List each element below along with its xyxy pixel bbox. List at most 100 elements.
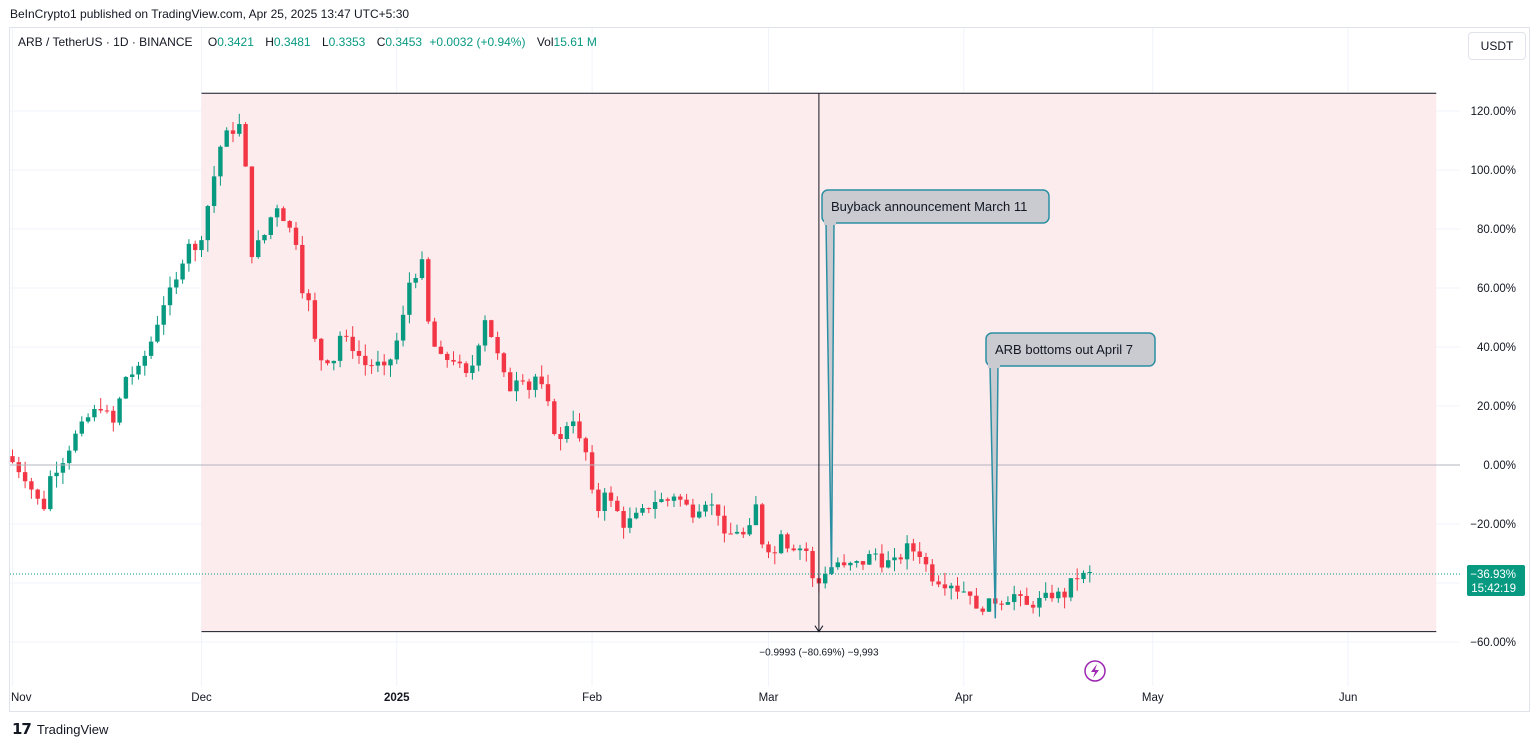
- candle-body: [388, 359, 393, 366]
- x-axis[interactable]: Nov Dec 2025 Feb Mar Apr May Jun: [11, 692, 1357, 704]
- candle-body: [608, 492, 614, 501]
- candle-body: [1030, 604, 1036, 608]
- candle-body: [886, 560, 891, 568]
- y-tick-label: −60.00%: [1470, 637, 1516, 649]
- candle-body: [16, 462, 21, 473]
- candle-body: [432, 321, 437, 347]
- last-price-badge: −36.93% 15:42:19: [1467, 564, 1525, 596]
- candle-body: [470, 365, 475, 373]
- candle-body: [671, 496, 677, 501]
- currency-button[interactable]: USDT: [1468, 32, 1526, 60]
- candle-body: [1075, 578, 1080, 580]
- candle-body: [904, 543, 910, 560]
- candle-body: [577, 421, 582, 439]
- candle-body: [955, 585, 960, 592]
- candle-body: [823, 573, 828, 584]
- candle-body: [539, 376, 544, 385]
- tradingview-logo[interactable]: 𝟭𝟳 TradingView: [12, 720, 108, 738]
- candle-body: [73, 433, 78, 451]
- candle-body: [703, 504, 708, 512]
- candle-body: [337, 335, 343, 361]
- candle-body: [760, 504, 765, 545]
- candle-body: [117, 398, 122, 423]
- candle-body: [1056, 591, 1061, 599]
- candle-body: [104, 410, 110, 412]
- candle-body: [48, 476, 53, 510]
- candle-body: [684, 499, 689, 505]
- candle-body: [463, 363, 469, 373]
- candle-body: [596, 489, 601, 511]
- x-tick-label: 2025: [384, 692, 410, 704]
- candle-body: [747, 525, 752, 535]
- callout-joint: [824, 220, 836, 225]
- x-tick-label: Dec: [191, 692, 212, 704]
- candle-body: [293, 227, 299, 245]
- candle-body: [1012, 594, 1017, 603]
- candle-body: [854, 561, 859, 563]
- candle-body: [533, 376, 538, 390]
- candle-body: [728, 533, 733, 535]
- candle-body: [325, 360, 330, 364]
- candle-body: [867, 554, 872, 565]
- candle-body: [29, 481, 34, 490]
- candle-body: [369, 365, 374, 367]
- open-label: O: [207, 35, 218, 49]
- candle-body: [419, 259, 425, 279]
- candle-body: [41, 498, 47, 510]
- candle-body: [476, 345, 481, 366]
- callout[interactable]: ARB bottoms out April 7: [985, 332, 1156, 619]
- y-tick-label: 0.00%: [1483, 460, 1516, 472]
- candle-body: [274, 208, 280, 218]
- y-axis[interactable]: 120.00% 100.00% 80.00% 60.00% 40.00% 20.00% 0.…: [1470, 106, 1516, 649]
- x-tick-label: Mar: [759, 692, 779, 704]
- high-label: H: [265, 35, 274, 49]
- low-label: L: [321, 35, 329, 49]
- candle-body: [174, 279, 179, 288]
- candle-body: [54, 472, 59, 477]
- candle-body: [949, 585, 954, 589]
- candle-body: [678, 496, 683, 500]
- callout-text: Buyback announcement March 11: [831, 199, 1027, 214]
- candle-body: [734, 531, 740, 534]
- candle-body: [564, 426, 570, 440]
- candle-body: [400, 314, 406, 341]
- candle-body: [300, 244, 305, 294]
- candle-body: [306, 293, 311, 301]
- candle-body: [835, 562, 840, 568]
- candle-body: [256, 240, 261, 258]
- x-tick-label: Feb: [582, 692, 602, 704]
- candle-body: [558, 433, 563, 440]
- y-tick-label: 120.00%: [1471, 106, 1516, 118]
- volume-value: 15.61 M: [553, 35, 597, 49]
- candle-body: [1037, 597, 1042, 608]
- candle-body: [841, 562, 847, 566]
- callout[interactable]: Buyback announcement March 11: [821, 189, 1050, 575]
- symbol-title[interactable]: ARB / TetherUS · 1D · BINANCE: [18, 35, 193, 49]
- candle-body: [205, 206, 210, 241]
- bar-countdown: 15:42:19: [1471, 583, 1516, 595]
- callout-box: [821, 189, 1050, 224]
- close-label: C: [376, 35, 386, 49]
- candle-body: [615, 500, 620, 512]
- candle-body: [848, 562, 853, 566]
- candle-body: [508, 372, 513, 392]
- candle-body: [111, 410, 116, 423]
- candle-body: [22, 472, 28, 482]
- candle-body: [344, 335, 349, 337]
- candle-body: [810, 550, 815, 579]
- candle-body: [942, 584, 948, 589]
- lightning-icon[interactable]: [1084, 660, 1106, 682]
- candle-body: [243, 124, 248, 167]
- candle-body: [67, 450, 72, 464]
- low-value: 0.3353: [328, 35, 366, 49]
- candle-body: [980, 608, 985, 612]
- candle-body: [873, 553, 878, 555]
- candles-layer: [10, 113, 1092, 617]
- candle-body: [136, 365, 141, 375]
- candle-body: [161, 305, 166, 325]
- candle-body: [482, 320, 488, 346]
- candle-body: [1043, 592, 1048, 598]
- y-tick-label: 100.00%: [1471, 165, 1516, 177]
- candle-body: [690, 504, 696, 518]
